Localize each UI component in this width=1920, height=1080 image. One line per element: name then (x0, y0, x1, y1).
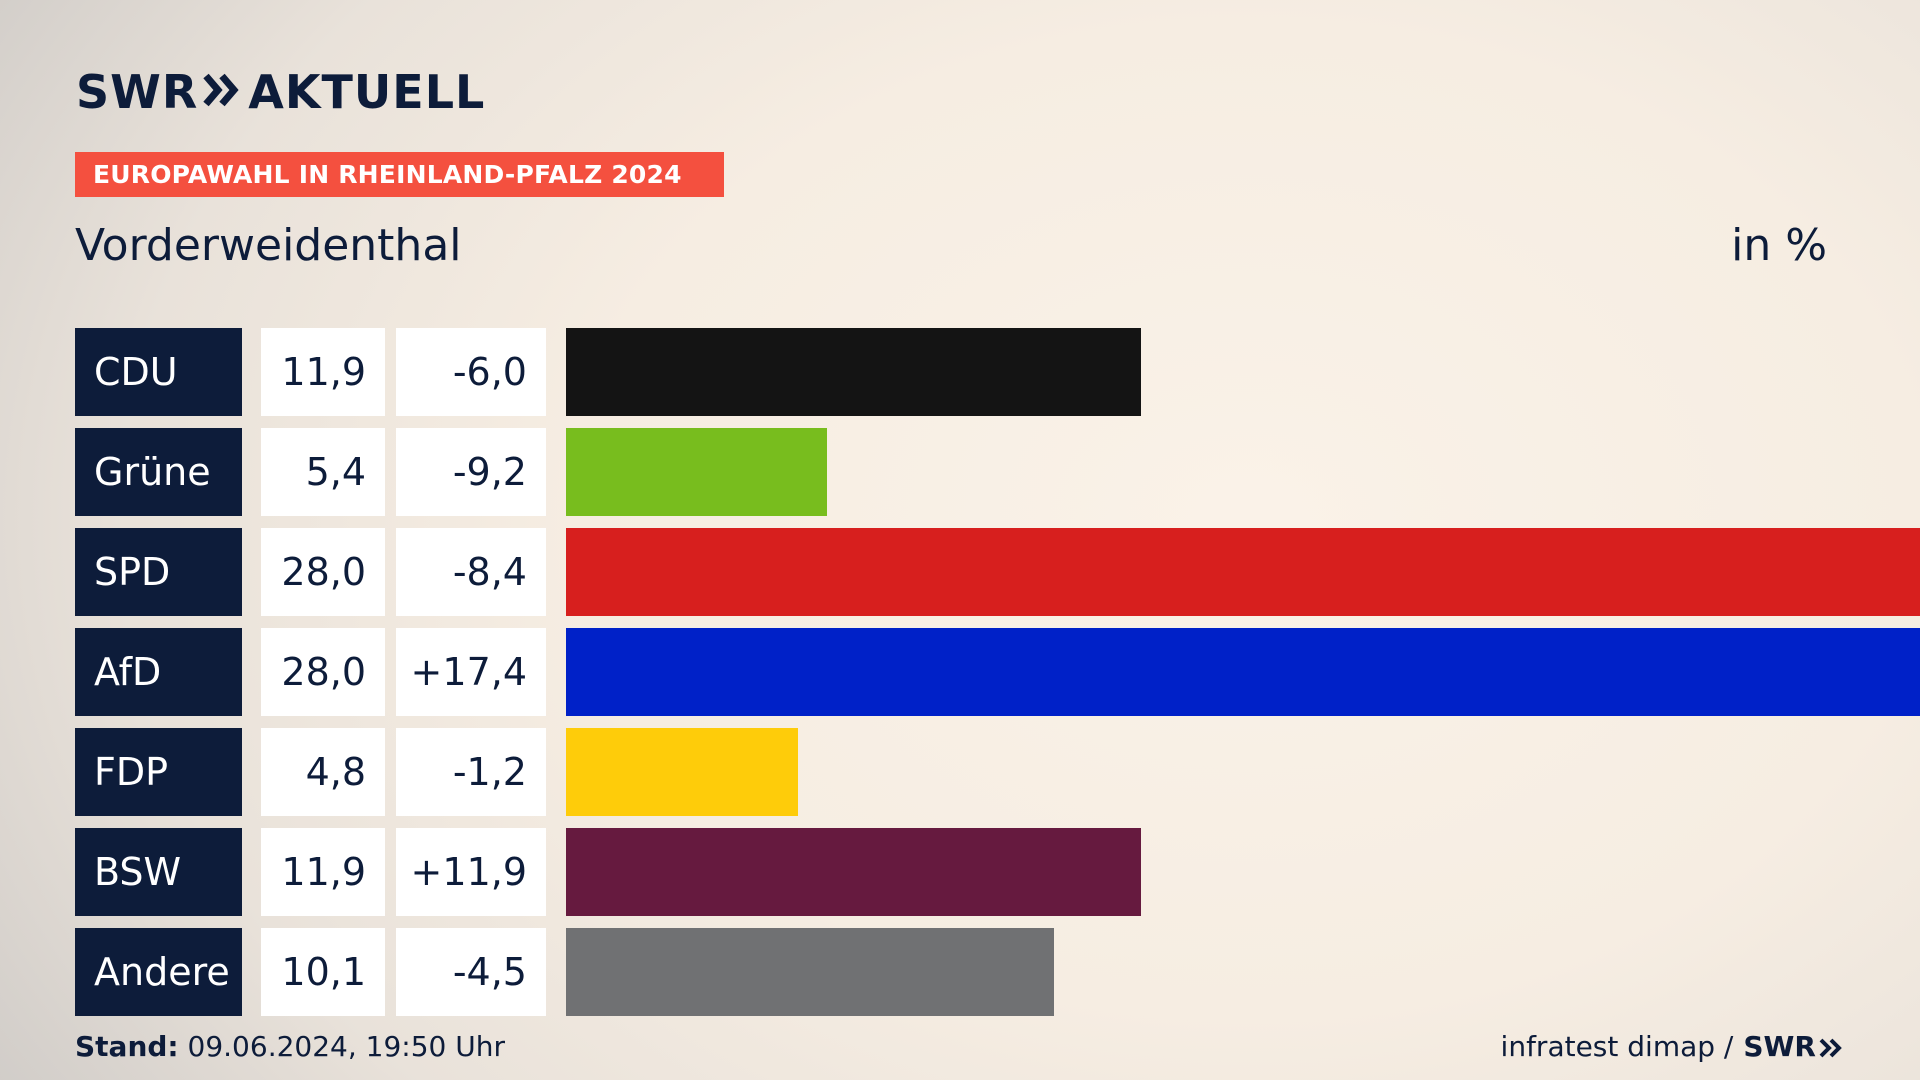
vote-share: 4,8 (261, 728, 385, 816)
vote-share: 11,9 (261, 828, 385, 916)
vote-change: -6,0 (396, 328, 546, 416)
party-name: FDP (75, 728, 242, 816)
election-banner: EUROPAWAHL IN RHEINLAND-PFALZ 2024 (75, 152, 724, 197)
result-bar (566, 528, 1920, 616)
vote-change: -1,2 (396, 728, 546, 816)
source-credit: infratest dimap / SWR (1501, 1030, 1844, 1063)
result-bar (566, 428, 827, 516)
municipality-title: Vorderweidenthal (75, 220, 462, 271)
party-name: Andere (75, 928, 242, 1016)
vote-share: 28,0 (261, 528, 385, 616)
logo-aktuell-text: AKTUELL (248, 65, 486, 119)
swr-small-logo: SWR (1743, 1030, 1844, 1063)
party-name: CDU (75, 328, 242, 416)
vote-share: 10,1 (261, 928, 385, 1016)
result-bar (566, 328, 1141, 416)
vote-share: 11,9 (261, 328, 385, 416)
party-name: SPD (75, 528, 242, 616)
result-bar (566, 728, 798, 816)
timestamp: Stand: 09.06.2024, 19:50 Uhr (75, 1030, 505, 1063)
stand-label: Stand: (75, 1030, 179, 1063)
vote-change: -9,2 (396, 428, 546, 516)
vote-share: 28,0 (261, 628, 385, 716)
vote-share: 5,4 (261, 428, 385, 516)
vote-change: -8,4 (396, 528, 546, 616)
party-name: BSW (75, 828, 242, 916)
result-bar (566, 828, 1141, 916)
unit-label: in % (1731, 220, 1827, 271)
logo-swr-text: SWR (76, 65, 199, 119)
swr-aktuell-logo: SWR AKTUELL (76, 65, 486, 119)
result-bar (566, 928, 1054, 1016)
vote-change: -4,5 (396, 928, 546, 1016)
source-text: infratest dimap / (1500, 1030, 1734, 1063)
swr-small-logo-text: SWR (1743, 1030, 1816, 1063)
stand-value: 09.06.2024, 19:50 Uhr (187, 1030, 505, 1063)
result-bar (566, 628, 1920, 716)
party-name: Grüne (75, 428, 242, 516)
vote-change: +17,4 (396, 628, 546, 716)
double-chevron-icon (202, 65, 242, 119)
party-name: AfD (75, 628, 242, 716)
vote-change: +11,9 (396, 828, 546, 916)
